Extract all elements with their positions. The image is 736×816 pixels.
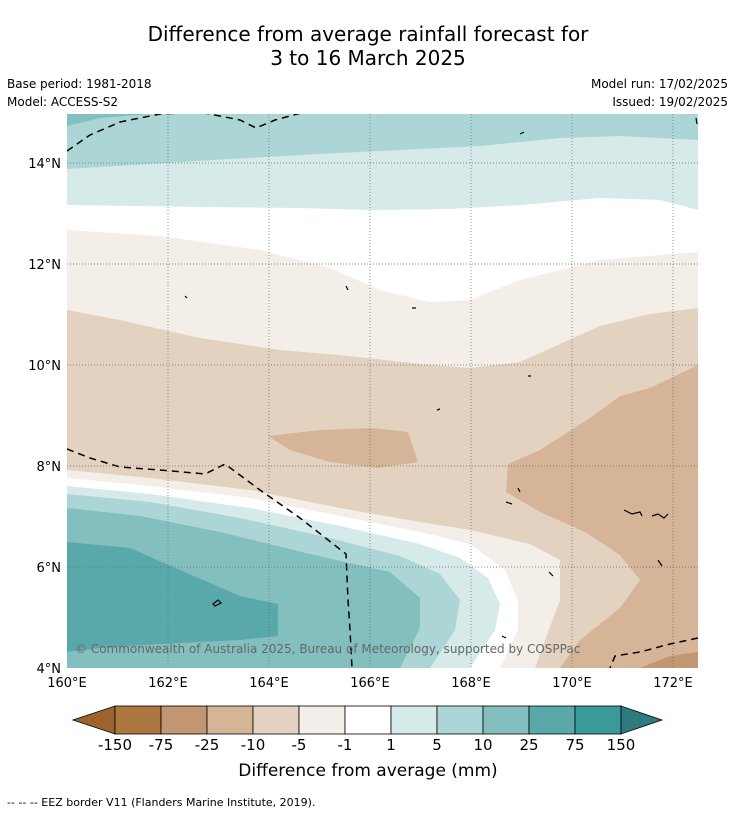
contour-brown-corner: [640, 652, 698, 668]
lon-label: 168°E: [451, 676, 491, 691]
longitude-labels: 160°E 162°E 164°E 166°E 168°E 170°E 172°…: [47, 676, 693, 691]
lat-label: 6°N: [37, 561, 62, 576]
colorbar-label: -1: [337, 736, 353, 754]
island-outline: [519, 131, 525, 135]
colorbar-label: -10: [240, 736, 266, 754]
contour-teal-dark-south: [67, 542, 278, 652]
island-outline: [436, 408, 441, 411]
lon-label: 164°E: [249, 676, 289, 691]
lon-label: 160°E: [47, 676, 87, 691]
colorbar-label: -75: [148, 736, 174, 754]
colorbar-extend-high: [620, 705, 664, 735]
eez-border-south: [67, 448, 353, 668]
colorbar-swatch: [344, 705, 392, 735]
base-info: Base period: 1981-2018 Model: ACCESS-S2: [7, 75, 152, 111]
latitude-labels: 4°N 6°N 8°N 10°N 12°N 14°N: [28, 157, 61, 677]
lon-label: 170°E: [552, 676, 592, 691]
island-outline: [212, 599, 223, 607]
lat-label: 8°N: [37, 460, 62, 475]
island-outline: [501, 635, 507, 639]
island-outline: [517, 487, 521, 493]
colorbar-title: Difference from average (mm): [238, 761, 498, 781]
colorbar-label: -25: [194, 736, 220, 754]
copyright-text: © Commonwealth of Australia 2025, Bureau…: [75, 642, 580, 656]
colorbar-swatches: [71, 705, 664, 735]
run-info: Model run: 17/02/2025 Issued: 19/02/2025: [591, 75, 728, 111]
contour-teal-corner: [67, 114, 150, 126]
islands: [184, 117, 698, 639]
island-outline: [505, 501, 513, 505]
island-outline: [548, 571, 554, 577]
contour-dark-tan-east: [506, 365, 698, 668]
colorbar-swatch: [206, 705, 254, 735]
island-outline: [657, 559, 663, 567]
model-run: Model run: 17/02/2025: [590, 77, 728, 91]
eez-borders: [67, 114, 698, 668]
colorbar-label: -5: [291, 736, 307, 754]
issued-date: Issued: 19/02/2025: [612, 95, 728, 109]
colorbar: [71, 705, 664, 735]
island-outline: [345, 285, 349, 291]
title-line-2: 3 to 16 March 2025: [270, 46, 466, 70]
colorbar-extend-low: [71, 705, 116, 735]
colorbar-swatch: [482, 705, 530, 735]
eez-legend: -- -- -- EEZ border V11 (Flanders Marine…: [7, 796, 316, 809]
lon-label: 166°E: [350, 676, 390, 691]
island-outline: [695, 117, 698, 125]
colorbar-label: 25: [519, 736, 539, 754]
colorbar-swatch: [436, 705, 484, 735]
eez-border-north: [67, 114, 301, 152]
contour-dark-tan-patch: [268, 428, 418, 468]
lat-label: 14°N: [28, 157, 61, 172]
chart-title: Difference from average rainfall forecas…: [0, 22, 736, 70]
island-outline: [651, 513, 669, 519]
colorbar-label: 5: [432, 736, 442, 754]
contour-teal-north: [67, 114, 698, 169]
colorbar-swatch: [114, 705, 162, 735]
lat-label: 4°N: [37, 662, 62, 677]
model-name: Model: ACCESS-S2: [7, 95, 119, 109]
colorbar-label: 150: [606, 736, 636, 754]
lat-label: 10°N: [28, 359, 61, 374]
lon-label: 172°E: [653, 676, 693, 691]
map-contours: © Commonwealth of Australia 2025, Bureau…: [67, 114, 698, 668]
eez-border-southeast: [609, 637, 698, 668]
colorbar-swatch: [298, 705, 346, 735]
colorbar-swatch: [528, 705, 576, 735]
island-outline: [184, 295, 188, 299]
colorbar-swatch: [252, 705, 300, 735]
island-outline: [623, 509, 643, 517]
colorbar-label: 10: [473, 736, 493, 754]
colorbar-label: -150: [97, 736, 133, 754]
title-line-1: Difference from average rainfall forecas…: [147, 22, 589, 46]
colorbar-swatch: [574, 705, 622, 735]
colorbar-swatch: [160, 705, 208, 735]
base-period: Base period: 1981-2018: [7, 77, 152, 91]
colorbar-swatch: [390, 705, 438, 735]
lat-label: 12°N: [28, 258, 61, 273]
gridlines: [67, 114, 698, 668]
lon-label: 162°E: [148, 676, 188, 691]
colorbar-label: 75: [565, 736, 585, 754]
colorbar-label: 1: [386, 736, 396, 754]
rainfall-map: © Commonwealth of Australia 2025, Bureau…: [28, 114, 698, 691]
